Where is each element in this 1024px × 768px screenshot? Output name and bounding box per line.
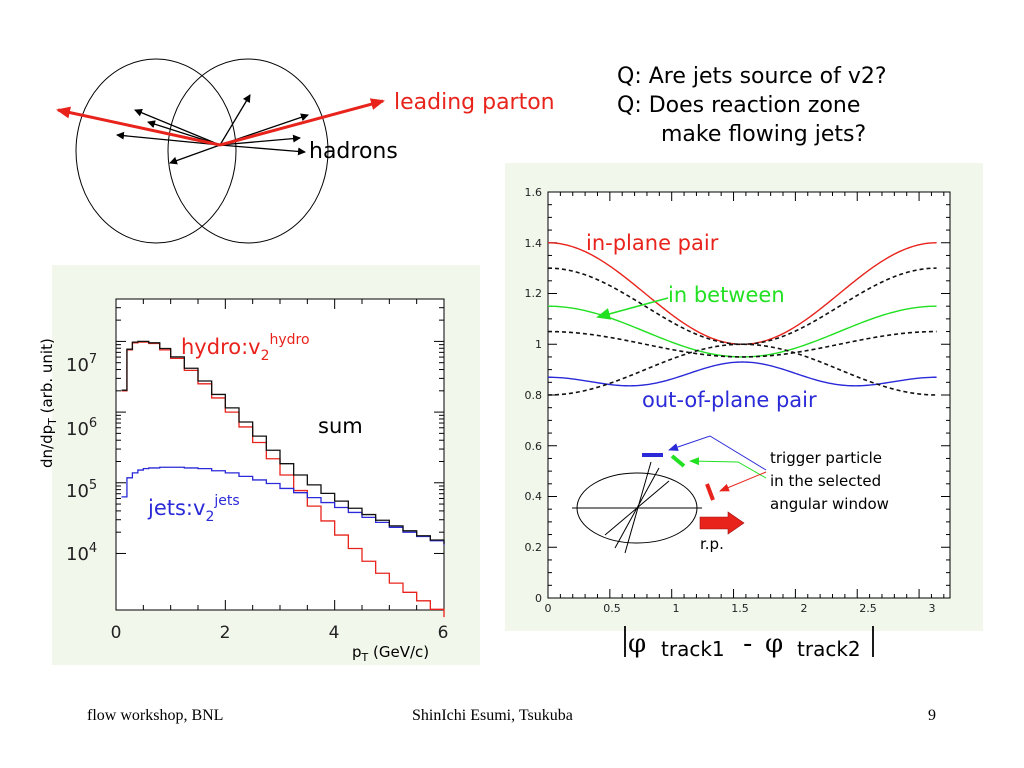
trigger-inset: r.p. trigger particle in the selected an… — [572, 435, 889, 554]
svg-text:φ: φ — [765, 629, 783, 659]
corr-xtick-1: 1 — [673, 602, 680, 615]
in-between-label: in between — [668, 283, 785, 307]
rp-label: r.p. — [700, 535, 724, 553]
out-of-plane-label: out-of-plane pair — [642, 388, 817, 412]
spectra-series — [121, 340, 445, 618]
corr-xtick-2: 2 — [801, 602, 808, 615]
corr-xtick-2.5: 2.5 — [859, 602, 877, 615]
spectra-xtick-4: 4 — [329, 623, 340, 643]
leading-parton-arrows — [56, 98, 385, 147]
svg-text:track1: track1 — [661, 637, 725, 661]
reaction-plane-arrow — [699, 511, 745, 535]
jets-label: jets:v2jets — [147, 493, 240, 525]
correlation-plot: 0 0.2 0.4 0.6 0.8 1 1.2 1.4 1.6 0 0.5 1 … — [505, 163, 983, 661]
hydro-label: hydro:v2hydro — [181, 332, 310, 364]
svg-text:φ: φ — [628, 629, 646, 659]
correlation-series — [547, 242, 937, 396]
corr-ytick-1: 1 — [535, 338, 542, 351]
page-number: 9 — [928, 707, 936, 724]
corr-ytick-0.6: 0.6 — [525, 440, 543, 453]
question-1: Q: Are jets source of v2? — [617, 64, 887, 89]
spectra-xtick-0: 0 — [111, 623, 122, 643]
corr-xtick-3: 3 — [929, 602, 936, 615]
svg-text:-: - — [743, 629, 752, 659]
corr-ytick-0.2: 0.2 — [525, 541, 543, 554]
question-2: Q: Does reaction zone — [617, 93, 861, 118]
question-2-cont: make flowing jets? — [661, 122, 867, 147]
svg-text:track2: track2 — [797, 637, 861, 661]
hadrons-label: hadrons — [309, 139, 398, 164]
trigger-green-window — [670, 454, 686, 468]
leading-parton-label: leading parton — [394, 90, 555, 115]
corr-ytick-0: 0 — [535, 592, 542, 605]
spectra-series-2 — [121, 340, 445, 545]
corr-xtick-0: 0 — [545, 602, 552, 615]
spectra-xtick-2: 2 — [220, 623, 231, 643]
corr-series-5 — [547, 343, 937, 396]
trigger-red-window — [705, 483, 715, 501]
spectra-ylabel: dn/dpT (arb. unit) — [38, 338, 59, 468]
in-between-arrow — [596, 297, 669, 320]
hadron-arrows — [116, 94, 309, 165]
corr-xtick-1.5: 1.5 — [731, 602, 749, 615]
trigger-text-3: angular window — [770, 495, 889, 513]
spectra-plot: 107 106 105 104 0 2 4 6 pT (GeV/c) dn/dp… — [38, 265, 480, 665]
footer-center: ShinIchi Esumi, Tsukuba — [412, 707, 573, 724]
corr-series-2 — [547, 361, 937, 387]
sum-label: sum — [318, 414, 363, 438]
spectra-ytick-1e4: 104 — [66, 541, 97, 565]
corr-xtick-0.5: 0.5 — [603, 602, 621, 615]
nucleus-left — [75, 58, 237, 244]
spectra-ytick-1e5: 105 — [66, 478, 97, 502]
collision-diagram: leading parton hadrons — [56, 58, 555, 244]
trigger-text-1: trigger particle — [770, 449, 882, 467]
trigger-text-2: in the selected — [770, 472, 881, 490]
spectra-ytick-1e7: 107 — [66, 352, 97, 376]
spectra-ticks — [115, 299, 445, 610]
footer-left: flow workshop, BNL — [87, 707, 224, 724]
correlation-frame — [547, 191, 951, 599]
trigger-pointer-lines — [668, 435, 767, 492]
corr-ytick-1.4: 1.4 — [525, 237, 543, 250]
corr-ytick-0.8: 0.8 — [525, 389, 543, 402]
correlation-xlabel: φ track1 - φ track2 — [624, 626, 874, 661]
in-plane-label: in-plane pair — [586, 231, 719, 255]
corr-ytick-1.6: 1.6 — [525, 186, 543, 199]
corr-series-3 — [547, 267, 937, 346]
corr-ytick-0.4: 0.4 — [525, 490, 543, 503]
spectra-ytick-1e6: 106 — [66, 416, 97, 440]
corr-series-4 — [547, 330, 937, 358]
question-block: Q: Are jets source of v2? Q: Does reacti… — [617, 62, 887, 149]
spectra-xtick-6: 6 — [438, 623, 449, 643]
trigger-line-2 — [604, 480, 670, 536]
corr-ytick-1.2: 1.2 — [525, 287, 543, 300]
trigger-line-3 — [624, 461, 652, 554]
nucleus-right — [167, 58, 329, 244]
spectra-xlabel: pT (GeV/c) — [352, 643, 429, 664]
